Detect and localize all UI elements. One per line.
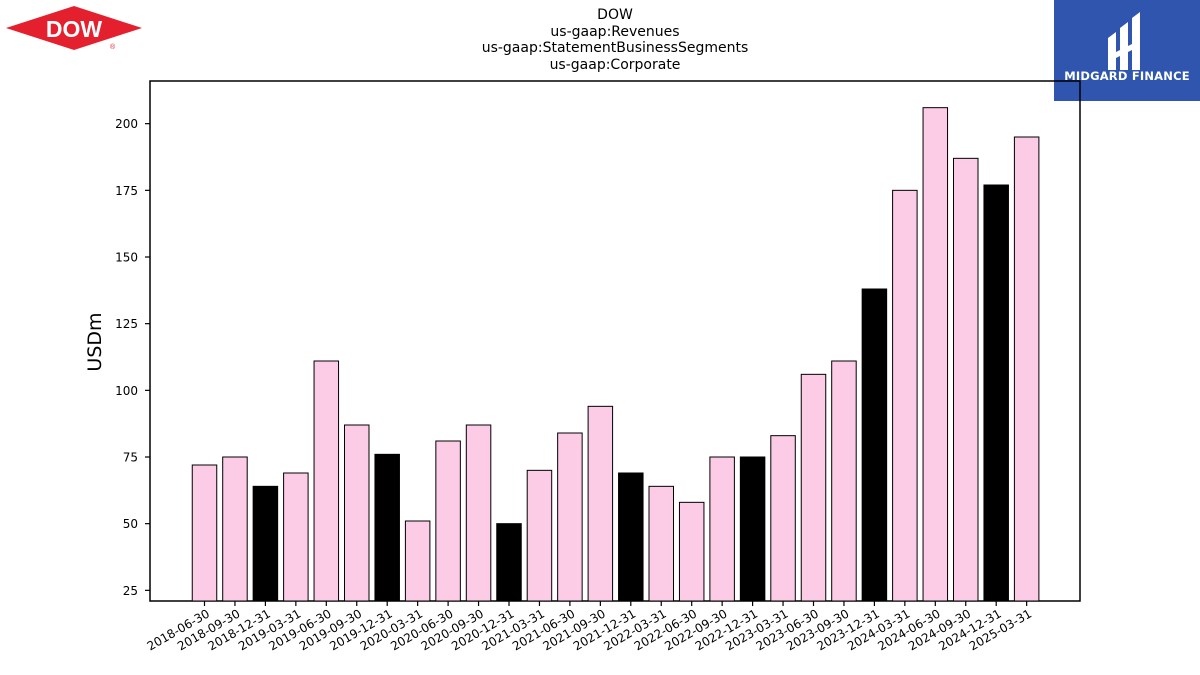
y-tick-label: 75 (123, 451, 138, 465)
title-line-company: DOW (597, 7, 633, 23)
bar-2024-12-31 (983, 184, 1009, 602)
bar-2021-03-31 (526, 469, 553, 602)
bar-2022-09-30 (709, 456, 735, 602)
title-line-member: us-gaap:Corporate (549, 56, 681, 73)
bar-2018-06-30 (191, 464, 218, 602)
bar-2021-12-31 (618, 472, 644, 602)
bar-2022-12-31 (739, 456, 766, 602)
bar-2019-09-30 (344, 424, 370, 602)
bar-2023-06-30 (800, 373, 827, 602)
bar-2020-03-31 (404, 520, 431, 602)
title-line-concept: us-gaap:Revenues (550, 23, 680, 40)
y-tick-label: 125 (115, 317, 138, 331)
midgard-finance-watermark: MIDGARD FINANCE (1054, 0, 1200, 101)
bar-2020-06-30 (435, 440, 461, 602)
y-tick-label: 150 (115, 251, 138, 265)
y-tick-label: 100 (115, 384, 138, 398)
bar-2022-03-31 (648, 485, 674, 602)
bar-2023-03-31 (770, 435, 796, 602)
bar-2019-03-31 (283, 472, 309, 602)
bar-2021-06-30 (557, 432, 583, 602)
bar-2022-06-30 (678, 501, 705, 602)
bar-2021-09-30 (587, 405, 614, 602)
bar-2018-09-30 (222, 456, 248, 602)
y-tick-label: 200 (115, 117, 138, 131)
bar-2023-12-31 (861, 288, 888, 602)
bar-2020-12-31 (496, 523, 522, 602)
bar-2025-03-31 (1013, 136, 1040, 602)
midgard-logo-icon (1108, 12, 1140, 70)
plot-area (149, 80, 1081, 602)
dow-logo-text: DOW (46, 16, 103, 42)
y-axis-label: USDm (84, 312, 106, 371)
bar-2018-12-31 (252, 485, 279, 602)
bar-2024-09-30 (953, 157, 979, 602)
y-tick-label: 25 (123, 584, 138, 598)
bar-2020-09-30 (465, 424, 492, 602)
title-line-axis: us-gaap:StatementBusinessSegments (481, 40, 749, 56)
bar-2024-06-30 (922, 107, 949, 602)
y-tick-label: 175 (115, 184, 138, 198)
bar-2024-03-31 (892, 189, 918, 602)
svg-text:®: ® (110, 43, 116, 51)
bar-2023-09-30 (831, 360, 857, 602)
y-tick-label: 50 (123, 517, 138, 531)
watermark-text: MIDGARD FINANCE (1064, 69, 1190, 83)
dow-logo: DOW ® (4, 4, 144, 54)
chart-title: DOW us-gaap:Revenues us-gaap:StatementBu… (365, 7, 865, 73)
bar-2019-06-30 (313, 360, 340, 602)
bar-2019-12-31 (374, 453, 400, 602)
